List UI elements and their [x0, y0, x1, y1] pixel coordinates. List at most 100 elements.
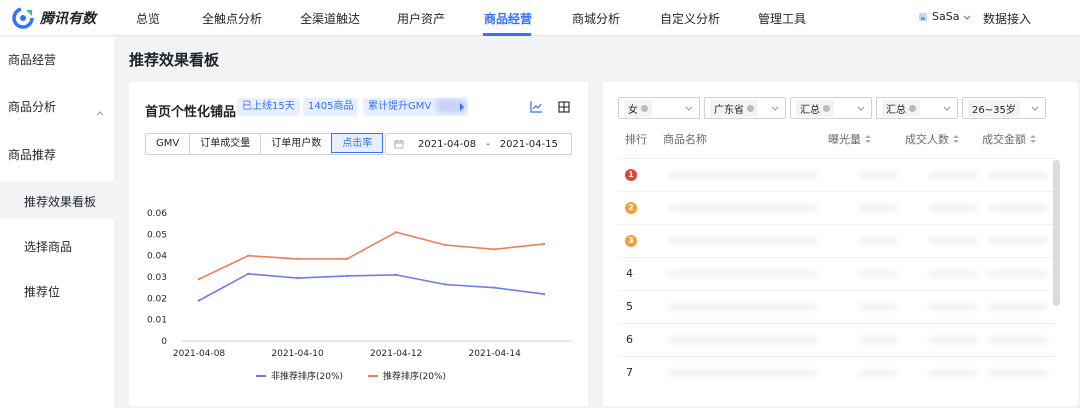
masked-cell — [988, 171, 1048, 179]
filter-chip: 26~35岁 — [968, 99, 1020, 117]
sidebar-item-slot[interactable]: 推荐位 — [24, 285, 61, 299]
data-connect-link[interactable]: 数据接入 — [983, 12, 1032, 26]
col-header-label: 成交金额 — [982, 133, 1026, 146]
tag-product-count: 1405商品 — [303, 98, 359, 116]
tab-gmv[interactable]: GMV — [146, 134, 191, 154]
user-avatar-icon — [919, 12, 927, 21]
brand-logo[interactable]: 腾讯有数 — [12, 7, 96, 29]
user-menu[interactable]: SaSa — [918, 10, 971, 23]
filter-channel[interactable]: 汇总 — [790, 97, 872, 119]
nav-item-user-assets[interactable]: 用户资产 — [397, 12, 446, 26]
close-icon[interactable] — [823, 104, 830, 112]
rank-badge: 3 — [625, 235, 637, 247]
rank-number: 6 — [626, 333, 633, 346]
table-row[interactable]: 1 — [618, 158, 1055, 191]
x-tick-label: 2021-04-14 — [469, 349, 522, 359]
tab-ctr[interactable]: 点击率 — [331, 133, 384, 153]
metric-tabs: GMV 订单成交量 订单用户数 点击率 — [145, 133, 384, 155]
page-title: 推荐效果看板 — [129, 51, 220, 69]
col-header-buyers[interactable]: 成交人数 — [905, 131, 959, 147]
table-scrollbar[interactable] — [1053, 160, 1060, 306]
sidebar-item-product-analysis[interactable]: 商品分析 — [8, 100, 57, 114]
rank-number: 5 — [626, 300, 633, 313]
data-point[interactable] — [247, 254, 250, 257]
tag-online-days: 已上线15天 — [237, 98, 300, 116]
table-view-icon[interactable] — [557, 100, 571, 114]
data-point[interactable] — [394, 273, 398, 277]
series-line-recommend[interactable] — [198, 231, 545, 280]
data-point[interactable] — [542, 242, 546, 246]
tab-order-users[interactable]: 订单用户数 — [261, 134, 333, 154]
filter-province[interactable]: 广东省 — [704, 97, 786, 119]
masked-cell — [988, 237, 1048, 245]
masked-cell — [928, 204, 978, 212]
table-row[interactable]: 5 — [618, 290, 1055, 323]
sidebar-item-select-product[interactable]: 选择商品 — [24, 240, 73, 254]
data-point[interactable] — [394, 231, 398, 234]
filter-chip: 女 — [624, 99, 652, 117]
legend-item-recommend[interactable]: 推荐排序(20%) — [368, 369, 446, 382]
gmv-lift-value-masked — [436, 99, 467, 113]
sort-icon — [1030, 135, 1036, 143]
chevron-down-icon — [771, 106, 779, 111]
table-row[interactable]: 3 — [618, 224, 1055, 257]
chevron-down-icon — [964, 15, 971, 20]
date-range-picker[interactable]: 2021-04-08 - 2021-04-15 — [385, 133, 572, 155]
tag-gmv-lift-label: 累计提升GMV — [368, 101, 432, 112]
nav-item-overview[interactable]: 总览 — [136, 12, 161, 26]
masked-cell — [668, 303, 818, 311]
sidebar-active-highlight — [0, 181, 114, 219]
data-point[interactable] — [345, 274, 349, 278]
masked-cell — [928, 336, 978, 344]
filter-category[interactable]: 汇总 — [876, 97, 958, 119]
col-header-impressions[interactable]: 曝光量 — [828, 131, 871, 147]
data-point[interactable] — [345, 257, 349, 261]
table-row[interactable]: 2 — [618, 191, 1055, 224]
close-icon[interactable] — [747, 104, 754, 112]
masked-cell — [988, 336, 1048, 344]
close-icon[interactable] — [909, 104, 916, 112]
rank-badge: 2 — [625, 202, 637, 214]
masked-cell — [928, 171, 978, 179]
filter-gender[interactable]: 女 — [618, 97, 700, 119]
nav-item-touchpoint[interactable]: 全触点分析 — [202, 12, 263, 26]
masked-cell — [988, 303, 1048, 311]
col-header-amount[interactable]: 成交金额 — [982, 131, 1036, 147]
y-tick-label: 0.04 — [147, 252, 167, 262]
legend-item-non-recommend[interactable]: 非推荐排序(20%) — [256, 369, 343, 382]
data-point[interactable] — [493, 286, 496, 289]
chevron-up-icon[interactable] — [96, 110, 104, 118]
legend-swatch — [256, 374, 266, 377]
data-point[interactable] — [197, 277, 201, 281]
close-icon[interactable] — [641, 104, 648, 112]
data-point[interactable] — [542, 292, 546, 296]
data-point[interactable] — [296, 257, 299, 261]
filter-age[interactable]: 26~35岁 — [962, 97, 1046, 119]
y-tick-label: 0.01 — [147, 316, 167, 326]
rank-number: 4 — [626, 267, 633, 280]
table-row[interactable]: 7 — [618, 356, 1055, 389]
series-line-non-recommend[interactable] — [198, 272, 545, 302]
data-point[interactable] — [247, 272, 250, 275]
table-row[interactable]: 6 — [618, 323, 1055, 356]
tab-order-count[interactable]: 订单成交量 — [190, 134, 262, 154]
caret-right-icon[interactable] — [459, 103, 465, 111]
nav-item-mall[interactable]: 商城分析 — [572, 12, 621, 26]
sidebar-item-product-ops[interactable]: 商品经营 — [8, 53, 57, 67]
masked-cell — [668, 369, 818, 377]
data-point[interactable] — [444, 243, 447, 247]
table-row[interactable]: 4 — [618, 257, 1055, 290]
data-point[interactable] — [197, 299, 201, 302]
nav-item-channel[interactable]: 全渠道触达 — [300, 12, 361, 26]
data-point[interactable] — [296, 276, 299, 280]
masked-cell — [668, 336, 818, 344]
nav-item-product-ops[interactable]: 商品经营 — [484, 12, 533, 26]
nav-item-custom[interactable]: 自定义分析 — [660, 12, 721, 26]
data-point[interactable] — [493, 248, 496, 251]
data-point[interactable] — [444, 283, 447, 286]
line-chart-icon[interactable] — [529, 100, 543, 114]
sidebar-item-dashboard[interactable]: 推荐效果看板 — [24, 195, 97, 209]
sidebar: 商品经营 商品分析 商品推荐 推荐效果看板 选择商品 推荐位 — [0, 37, 114, 408]
sidebar-item-product-recommend[interactable]: 商品推荐 — [8, 148, 57, 162]
nav-item-admin[interactable]: 管理工具 — [758, 12, 807, 26]
